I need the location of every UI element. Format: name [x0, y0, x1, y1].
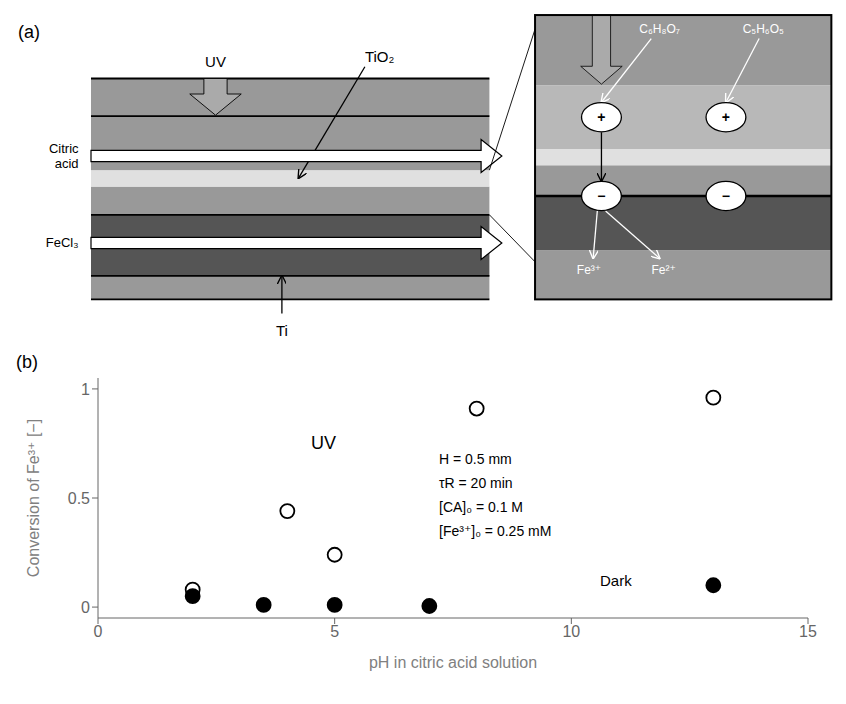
svg-text:Citricacid: Citricacid — [49, 141, 79, 171]
svg-text:1: 1 — [81, 381, 90, 398]
svg-text:15: 15 — [799, 623, 817, 640]
svg-text:+: + — [722, 109, 730, 125]
html-text:τR = 20 min: τR = 20 min — [439, 475, 513, 491]
svg-text:0: 0 — [81, 599, 90, 616]
html-text:H = 0.5 mm: H = 0.5 mm — [439, 451, 512, 467]
html-text:[CA]₀ = 0.1 M: [CA]₀ = 0.1 M — [439, 499, 523, 515]
svg-text:TiO₂: TiO₂ — [365, 48, 395, 65]
svg-text:FeCl₃: FeCl₃ — [46, 235, 79, 250]
svg-text:C₆H₈O₇: C₆H₈O₇ — [639, 22, 680, 36]
svg-text:Conversion of Fe³⁺ [−]: Conversion of Fe³⁺ [−] — [25, 419, 42, 577]
svg-text:UV: UV — [205, 53, 226, 70]
html-text:UV: UV — [311, 432, 336, 453]
svg-text:5: 5 — [330, 623, 339, 640]
svg-text:C₅H₆O₅: C₅H₆O₅ — [743, 22, 784, 36]
svg-text:0: 0 — [94, 623, 103, 640]
html-text:Dark: Dark — [600, 571, 632, 589]
svg-text:−: − — [722, 188, 730, 204]
html-text:[Fe³⁺]₀ = 0.25 mM: [Fe³⁺]₀ = 0.25 mM — [439, 523, 552, 539]
svg-text:Ti: Ti — [276, 322, 288, 339]
svg-text:Fe³⁺: Fe³⁺ — [577, 263, 601, 277]
svg-text:pH in citric acid solution: pH in citric acid solution — [369, 654, 537, 671]
svg-text:10: 10 — [562, 623, 580, 640]
svg-text:(a): (a) — [18, 22, 40, 42]
svg-text:+: + — [597, 109, 605, 125]
svg-text:0.5: 0.5 — [68, 490, 90, 507]
svg-text:−: − — [597, 188, 605, 204]
html-text:(b): (b) — [16, 351, 38, 372]
svg-text:Fe²⁺: Fe²⁺ — [652, 263, 676, 277]
